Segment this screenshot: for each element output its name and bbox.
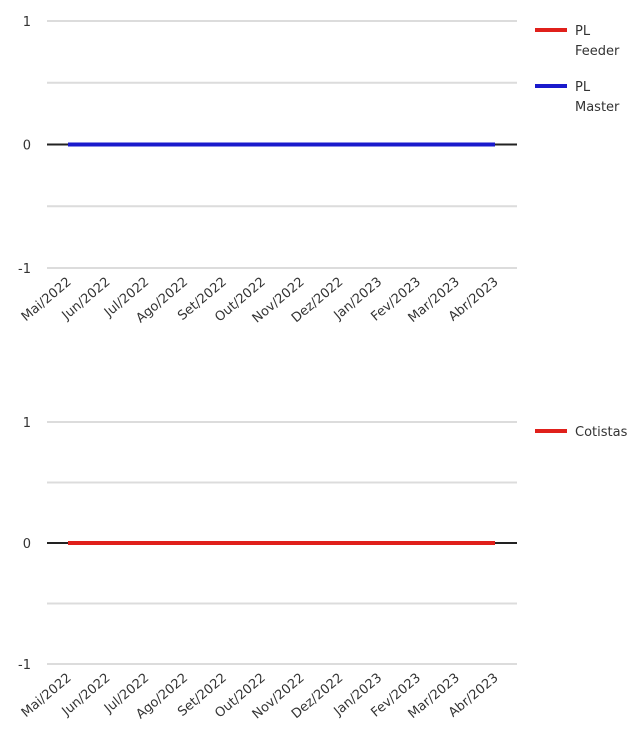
legend-label: PL — [575, 80, 591, 95]
y-tick-label: 1 — [23, 15, 31, 30]
legend-label: Cotistas — [575, 425, 628, 440]
legend-item: PL Feeder — [535, 24, 620, 59]
chart-cotistas: -101Mai/2022Jun/2022Jul/2022Ago/2022Set/… — [18, 416, 628, 722]
y-tick-label: -1 — [18, 262, 31, 277]
legend-label: Feeder — [575, 44, 620, 59]
chart-pl-feeder-master: -101Mai/2022Jun/2022Jul/2022Ago/2022Set/… — [18, 15, 620, 326]
y-tick-label: 0 — [23, 139, 31, 154]
legend-item: PL Master — [535, 80, 620, 115]
legend-label: PL — [575, 24, 591, 39]
legend-label: Master — [575, 100, 620, 115]
y-tick-label: 1 — [23, 416, 31, 431]
legend-item: Cotistas — [535, 425, 628, 440]
y-tick-label: -1 — [18, 658, 31, 673]
y-tick-label: 0 — [23, 537, 31, 552]
